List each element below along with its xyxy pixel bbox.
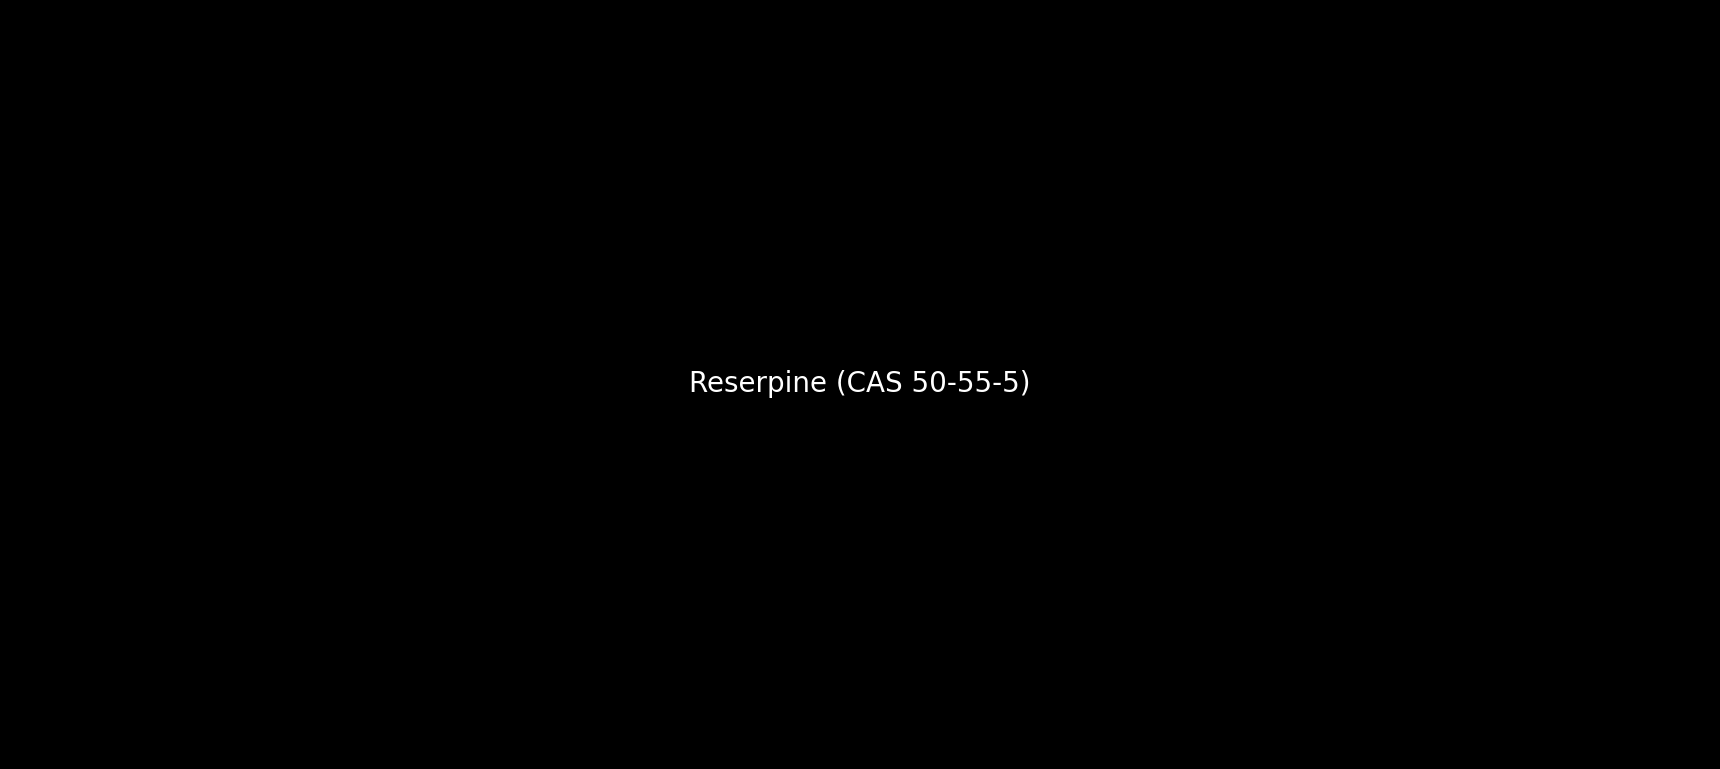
Text: Reserpine (CAS 50-55-5): Reserpine (CAS 50-55-5): [690, 371, 1030, 398]
